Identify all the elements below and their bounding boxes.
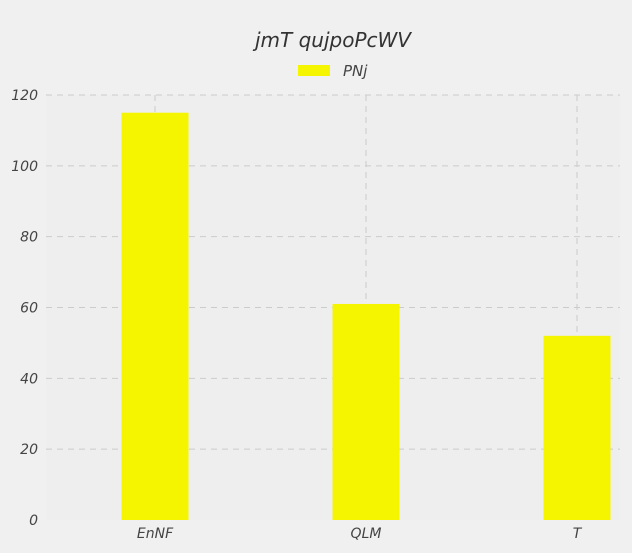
- chart-title: jmT qujpoPcWV: [252, 28, 412, 52]
- bar-ennf: [121, 112, 189, 520]
- y-tick-label: 40: [20, 371, 38, 387]
- y-tick-label: 20: [20, 442, 38, 458]
- x-tick-label: QLM: [351, 526, 382, 542]
- y-tick-label: 80: [20, 230, 38, 246]
- legend: PNj: [298, 62, 368, 80]
- legend-label: PNj: [343, 62, 368, 80]
- bar-t: [543, 335, 611, 520]
- y-tick-label: 120: [11, 88, 38, 104]
- y-tick-label: 60: [20, 301, 38, 317]
- bars: [121, 112, 611, 520]
- y-tick-label: 100: [11, 159, 38, 175]
- x-axis-ticks: EnNF QLM T: [137, 526, 583, 542]
- bar-qlm: [332, 303, 400, 520]
- y-axis-ticks: 0 20 40 60 80 100 120: [11, 88, 38, 529]
- legend-swatch: [298, 65, 330, 76]
- x-tick-label: EnNF: [137, 526, 174, 542]
- y-tick-label: 0: [29, 513, 38, 529]
- x-tick-label: T: [573, 526, 583, 542]
